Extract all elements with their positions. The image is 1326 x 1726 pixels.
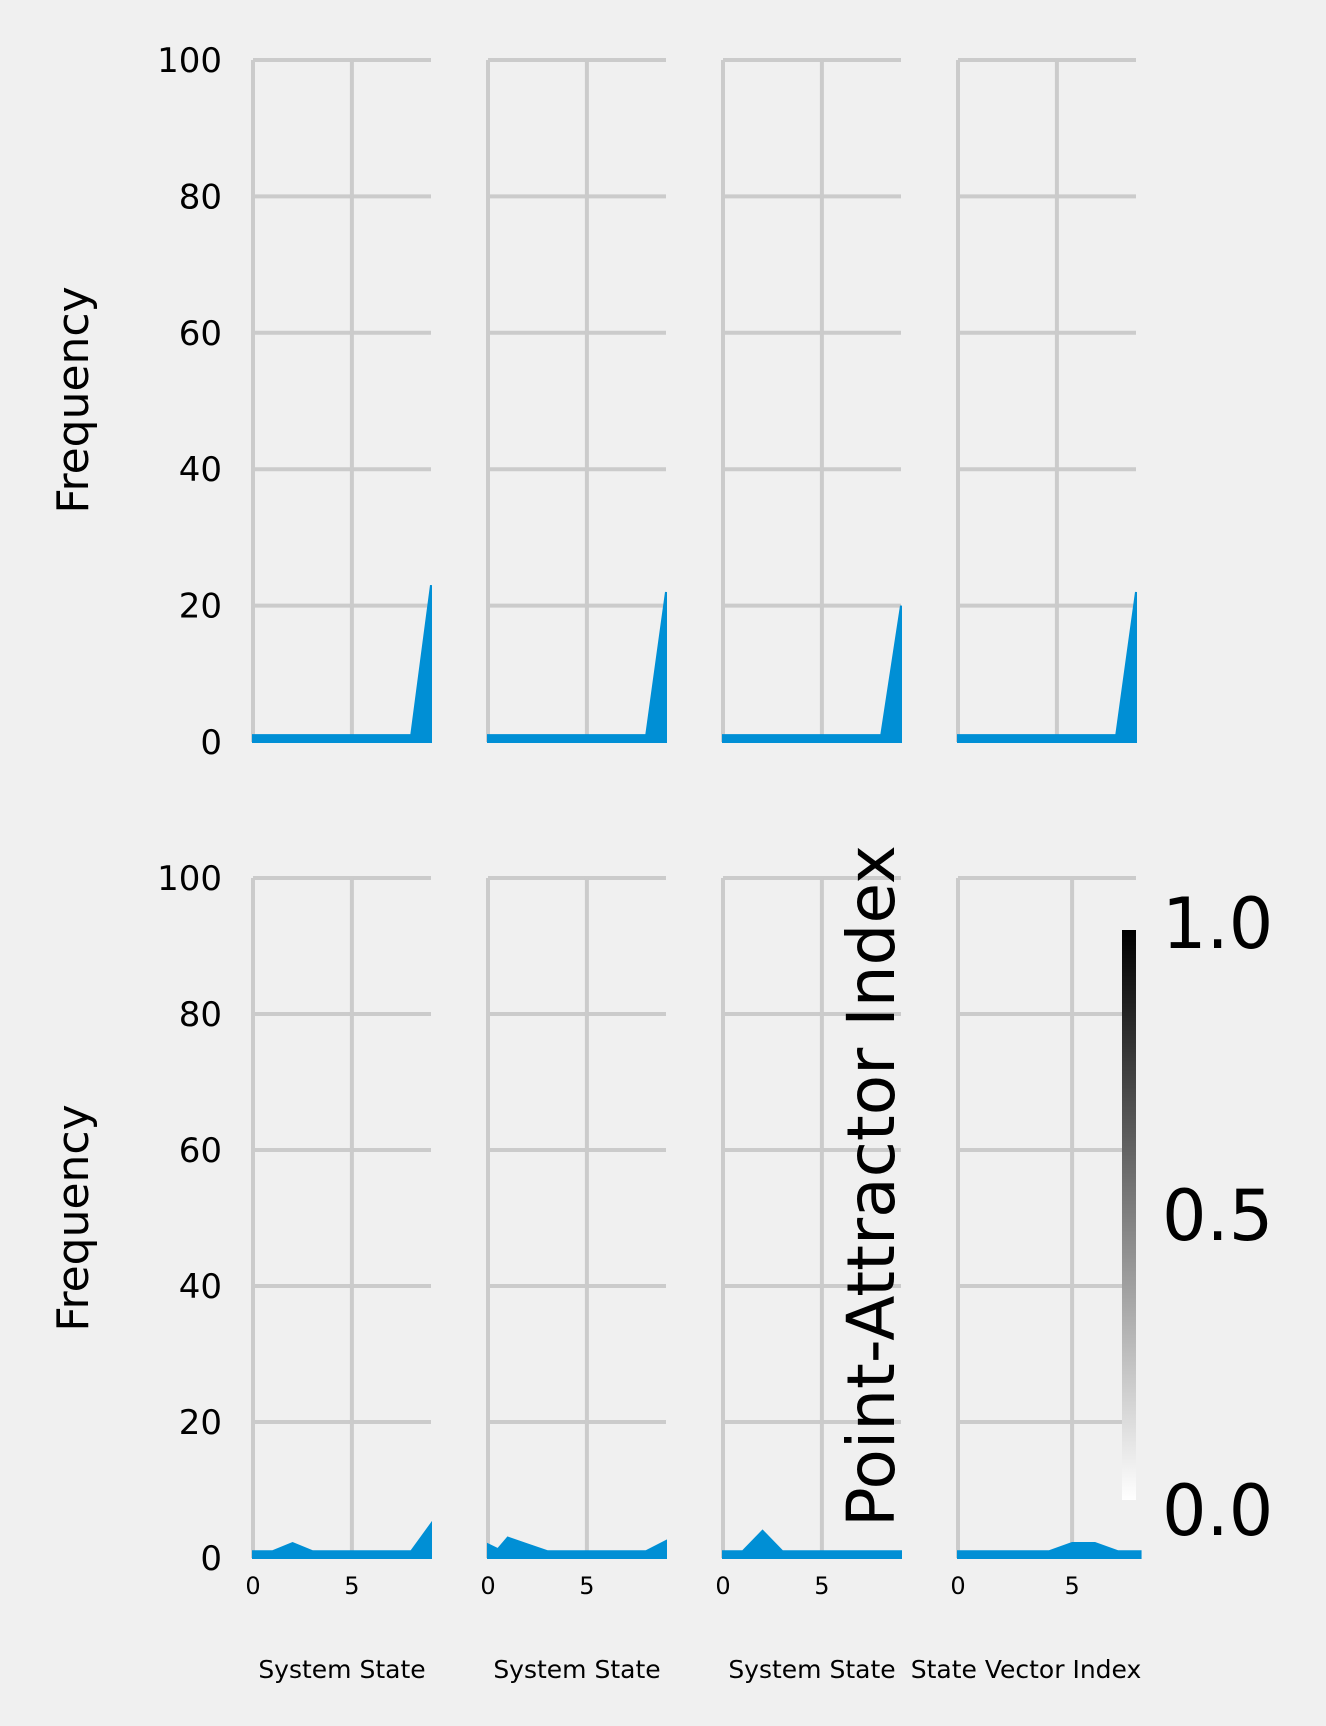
y-axis-label-top: Frequency (48, 286, 99, 513)
x-axis-label: System State (728, 1655, 895, 1684)
subplot-grid: 0 20 40 60 80 100 0 20 40 60 80 100 0 5 System State 0 5… (157, 41, 1142, 1684)
subplot-2-1: 0 20 40 60 80 100 0 5 System State (157, 859, 432, 1684)
x-tick-label: 0 (715, 1572, 730, 1600)
y-tick-label: 20 (179, 587, 222, 627)
y-tick-label: 40 (179, 1267, 222, 1307)
frequency-area (722, 1529, 902, 1559)
colorbar-gradient (1122, 930, 1136, 1500)
y-tick-label: 100 (157, 41, 222, 81)
y-axis-label-bottom: Frequency (48, 1104, 99, 1331)
y-tick-label: 80 (179, 995, 222, 1035)
y-tick-label: 0 (200, 1539, 222, 1579)
y-tick-label: 80 (179, 177, 222, 217)
x-axis-label: State Vector Index (911, 1655, 1142, 1684)
colorbar-tick-mid: 0.5 (1162, 1175, 1273, 1257)
frequency-area (252, 1520, 432, 1559)
colorbar-tick-high: 1.0 (1162, 883, 1273, 965)
y-tick-label: 100 (157, 859, 222, 899)
y-tick-label: 60 (179, 1131, 222, 1171)
subplot-1-2 (486, 58, 667, 743)
subplot-2-4: 0 5 State Vector Index (911, 876, 1142, 1684)
x-axis-label: System State (258, 1655, 425, 1684)
x-tick-label: 0 (950, 1572, 965, 1600)
y-axis-labels: Frequency Frequency (48, 286, 99, 1331)
subplot-2-3: 0 5 System State (715, 876, 902, 1684)
y-tick-label: 60 (179, 314, 222, 354)
colorbar-label: Point-Attractor Index (833, 845, 910, 1527)
y-tick-label: 20 (179, 1403, 222, 1443)
y-tick-label: 40 (179, 450, 222, 490)
x-tick-label: 5 (344, 1572, 359, 1600)
x-tick-label: 5 (579, 1572, 594, 1600)
x-tick-label: 5 (1064, 1572, 1079, 1600)
frequency-area (487, 591, 667, 743)
colorbar: 1.0 0.5 0.0 (1122, 883, 1273, 1552)
subplot-1-4 (956, 58, 1137, 743)
x-tick-label: 0 (245, 1572, 260, 1600)
subplot-1-3 (721, 58, 902, 743)
subplot-2-2: 0 5 System State (480, 876, 667, 1684)
frequency-area (487, 1536, 667, 1559)
x-tick-label: 5 (814, 1572, 829, 1600)
colorbar-tick-low: 0.0 (1162, 1470, 1273, 1552)
subplot-1-1: 0 20 40 60 80 100 (157, 41, 432, 763)
frequency-area (957, 1542, 1142, 1559)
x-axis-label: System State (493, 1655, 660, 1684)
frequency-area (722, 605, 902, 743)
x-tick-label: 0 (480, 1572, 495, 1600)
frequency-area (252, 585, 432, 743)
frequency-area (957, 591, 1137, 743)
y-tick-label: 0 (200, 723, 222, 763)
